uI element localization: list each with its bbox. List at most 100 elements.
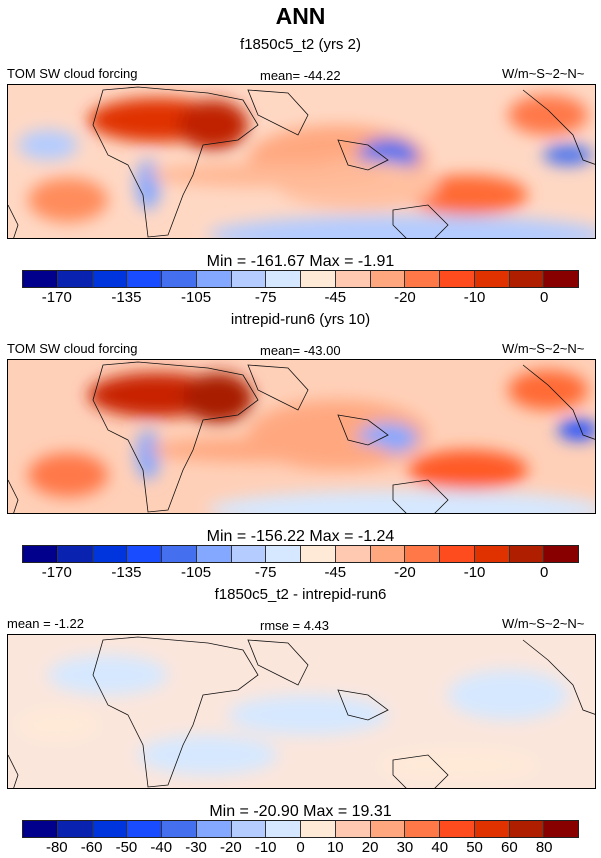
colorbar-swatch [127,821,162,837]
panel-center-label: rmse = 4.43 [260,618,330,633]
panel-subtitle: intrepid-run6 (yrs 10) [230,311,371,328]
colorbar-tick-label: -40 [150,839,173,856]
colorbar-tick-label: -75 [254,564,277,581]
colorbar-swatch [196,821,232,837]
colorbar-swatch [370,271,406,287]
colorbar-tick-label: -80 [45,839,68,856]
colorbar-tick-label: 0 [296,839,305,856]
colorbar-tick-label: -10 [463,564,486,581]
colorbar-swatch [474,546,510,562]
colorbar-ticks: -80 -60 -50 -40 -30 -20 -10 0 10 20 30 40 50 60 80 [22,839,579,858]
colorbar-swatch [370,546,406,562]
colorbar-tick-label: 80 [535,839,553,856]
panel-center-label: mean= -43.00 [260,343,341,358]
colorbar-tick-label: -75 [254,289,277,306]
colorbar-swatch [301,821,336,837]
colorbar-swatch [335,821,371,837]
colorbar-tick-label: -20 [394,289,416,306]
panel-units-label: W/m~S~2~N~ [502,66,585,81]
colorbar-swatch [509,821,545,837]
colorbar-tick-label: 20 [361,839,379,856]
colorbar-ticks: -170 -135 -105 -75 -45 -20 -10 0 [22,289,579,309]
colorbar-tick-label: -10 [463,289,486,306]
colorbar-tick-label: 40 [431,839,449,856]
colorbar-swatch [370,821,406,837]
colorbar-tick-label: -60 [80,839,103,856]
colorbar-minmax: Min = -156.22 Max = -1.24 [206,528,395,545]
colorbar-tick-label: -30 [185,839,207,856]
colorbar-tick-label: 30 [396,839,414,856]
colorbar-swatch [405,546,440,562]
colorbar-swatch [196,271,232,287]
colorbar-tick-label: -20 [220,839,242,856]
colorbar-swatch [231,546,267,562]
map-panel [7,84,596,239]
colorbar [22,820,579,838]
colorbar-swatch [57,821,93,837]
colorbar-swatch [57,546,93,562]
colorbar-tick-label: -45 [324,289,347,306]
colorbar-swatch [127,271,162,287]
colorbar-tick-label: -45 [324,564,347,581]
colorbar-swatch [405,271,440,287]
colorbar-swatch [127,546,162,562]
colorbar-tick-label: -50 [115,839,138,856]
colorbar-swatch [162,271,197,287]
colorbar-tick-label: 50 [466,839,483,856]
colorbar-swatch [266,546,301,562]
colorbar-ticks: -170 -135 -105 -75 -45 -20 -10 0 [22,564,579,584]
colorbar-minmax: Min = -20.90 Max = 19.31 [209,803,392,820]
colorbar-swatch [266,271,301,287]
colorbar-swatch [92,821,128,837]
colorbar-swatch [162,546,197,562]
colorbar-swatch [440,546,475,562]
colorbar-swatch [231,271,267,287]
colorbar-tick-label: -135 [111,564,142,581]
colorbar-swatch [335,271,371,287]
panel-units-label: W/m~S~2~N~ [502,341,585,356]
colorbar-swatch [544,546,578,562]
colorbar-swatch [544,821,578,837]
figure-title: ANN [275,3,326,29]
colorbar-swatch [92,271,128,287]
map-panel [7,359,596,514]
colorbar-tick-label: -170 [41,564,72,581]
panel-subtitle: f1850c5_t2 - intrepid-run6 [214,586,387,603]
colorbar-swatch [440,821,475,837]
colorbar-tick-label: -170 [41,289,72,306]
colorbar-swatch [301,546,336,562]
colorbar-swatch [162,821,197,837]
colorbar-swatch [474,821,510,837]
colorbar-swatch [474,271,510,287]
colorbar-swatch [301,271,336,287]
colorbar-tick-label: 0 [540,289,549,306]
colorbar-swatch [23,271,58,287]
colorbar-tick-label: -105 [181,564,212,581]
colorbar-tick-label: -135 [111,289,142,306]
colorbar-tick-label: -20 [394,564,416,581]
colorbar-tick-label: 60 [501,839,518,856]
colorbar-swatch [23,546,58,562]
colorbar-tick-label: -105 [181,289,212,306]
colorbar-swatch [196,546,232,562]
panel-center-label: mean= -44.22 [260,68,341,83]
colorbar-swatch [92,546,128,562]
colorbar-swatch [23,821,58,837]
panel-left-label: TOM SW cloud forcing [7,66,138,81]
colorbar-swatch [544,271,578,287]
colorbar-swatch [231,821,267,837]
panel-subtitle: f1850c5_t2 (yrs 2) [240,36,361,53]
colorbar [22,545,579,563]
colorbar-minmax: Min = -161.67 Max = -1.91 [206,253,395,270]
colorbar-swatch [335,546,371,562]
colorbar-tick-label: 0 [540,564,549,581]
map-panel [7,634,596,789]
colorbar-swatch [405,821,440,837]
colorbar-swatch [509,546,545,562]
colorbar-swatch [440,271,475,287]
colorbar-swatch [57,271,93,287]
panel-left-label: TOM SW cloud forcing [7,341,138,356]
colorbar-tick-label: 10 [326,839,344,856]
colorbar-tick-label: -10 [254,839,277,856]
